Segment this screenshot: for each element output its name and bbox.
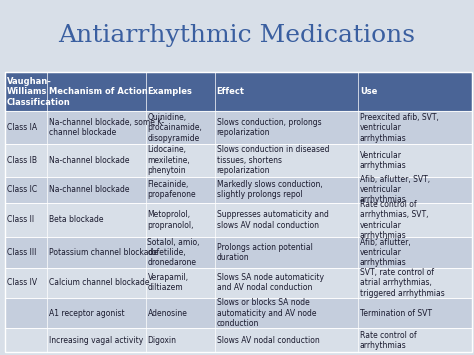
Bar [5,203,472,237]
Text: Afib, aflutter,
ventricular
arrhythmias: Afib, aflutter, ventricular arrhythmias [360,237,410,267]
Text: Potassium channel blockade: Potassium channel blockade [49,248,158,257]
Text: Digoxin: Digoxin [147,336,176,345]
Text: Quinidine,
procainamide,
disopyramide: Quinidine, procainamide, disopyramide [147,113,202,143]
Text: SVT, rate control of
atrial arrhythmias,
triggered arrhythmias: SVT, rate control of atrial arrhythmias,… [360,268,445,297]
Text: Na-channel blockade: Na-channel blockade [49,156,129,165]
Text: Class II: Class II [7,215,34,224]
Text: Flecainide,
propafenone: Flecainide, propafenone [147,180,196,199]
Text: Beta blockade: Beta blockade [49,215,103,224]
Text: Termination of SVT: Termination of SVT [360,308,432,318]
Text: Suppresses automaticity and
slows AV nodal conduction: Suppresses automaticity and slows AV nod… [217,210,328,230]
Text: Antiarrhythmic Medications: Antiarrhythmic Medications [58,24,416,47]
Text: Slows AV nodal conduction: Slows AV nodal conduction [217,336,319,345]
Text: Afib, aflutter, SVT,
ventricular
arrhythmias: Afib, aflutter, SVT, ventricular arrhyth… [360,175,430,204]
Text: Verapamil,
diltiazem: Verapamil, diltiazem [147,273,189,293]
Bar [5,176,472,203]
Bar [5,111,472,144]
Text: Na-channel blockade: Na-channel blockade [49,185,129,194]
Text: Lidocaine,
mexiletine,
phenytoin: Lidocaine, mexiletine, phenytoin [147,145,190,175]
Bar [5,298,472,328]
Text: Adenosine: Adenosine [147,308,187,318]
Text: Prolongs action potential
duration: Prolongs action potential duration [217,243,312,262]
Text: Class IV: Class IV [7,278,37,287]
Text: Sotalol, amio,
dofetilide,
dronedarone: Sotalol, amio, dofetilide, dronedarone [147,237,200,267]
Text: Class III: Class III [7,248,36,257]
Text: Markedly slows conduction,
slightly prolongs repol: Markedly slows conduction, slightly prol… [217,180,322,199]
Bar [5,237,472,268]
Text: Class IB: Class IB [7,156,36,165]
Text: A1 receptor agonist: A1 receptor agonist [49,308,124,318]
Text: Slows or blocks SA node
automaticity and AV node
conduction: Slows or blocks SA node automaticity and… [217,298,316,328]
Text: Increasing vagal activity: Increasing vagal activity [49,336,143,345]
Bar [5,144,472,176]
Text: Ventricular
arrhythmias: Ventricular arrhythmias [360,151,407,170]
Text: Rate control of
arrhythmias: Rate control of arrhythmias [360,331,417,350]
Text: Mechanism of Action: Mechanism of Action [49,87,147,97]
Bar [5,72,472,111]
Text: Effect: Effect [217,87,245,97]
Text: Class IA: Class IA [7,123,37,132]
Text: Metoprolol,
propranolol,: Metoprolol, propranolol, [147,210,194,230]
Text: Preexcited afib, SVT,
ventricular
arrhythmias: Preexcited afib, SVT, ventricular arrhyt… [360,113,439,143]
Bar [5,328,472,352]
Text: Examples: Examples [147,87,192,97]
Text: Rate control of
arrhythmias, SVT,
ventricular
arrhythmias: Rate control of arrhythmias, SVT, ventri… [360,200,428,240]
Text: Use: Use [360,87,377,97]
Text: Calcium channel blockade: Calcium channel blockade [49,278,149,287]
Bar [5,268,472,298]
Text: Class IC: Class IC [7,185,37,194]
Text: Slows conduction in diseased
tissues, shortens
repolarization: Slows conduction in diseased tissues, sh… [217,145,329,175]
Text: Vaughan-
Williams
Classification: Vaughan- Williams Classification [7,77,70,107]
Text: Na-channel blockade, some K-
channel blockade: Na-channel blockade, some K- channel blo… [49,118,164,137]
Text: Slows conduction, prolongs
repolarization: Slows conduction, prolongs repolarizatio… [217,118,321,137]
Text: Slows SA node automaticity
and AV nodal conduction: Slows SA node automaticity and AV nodal … [217,273,324,293]
